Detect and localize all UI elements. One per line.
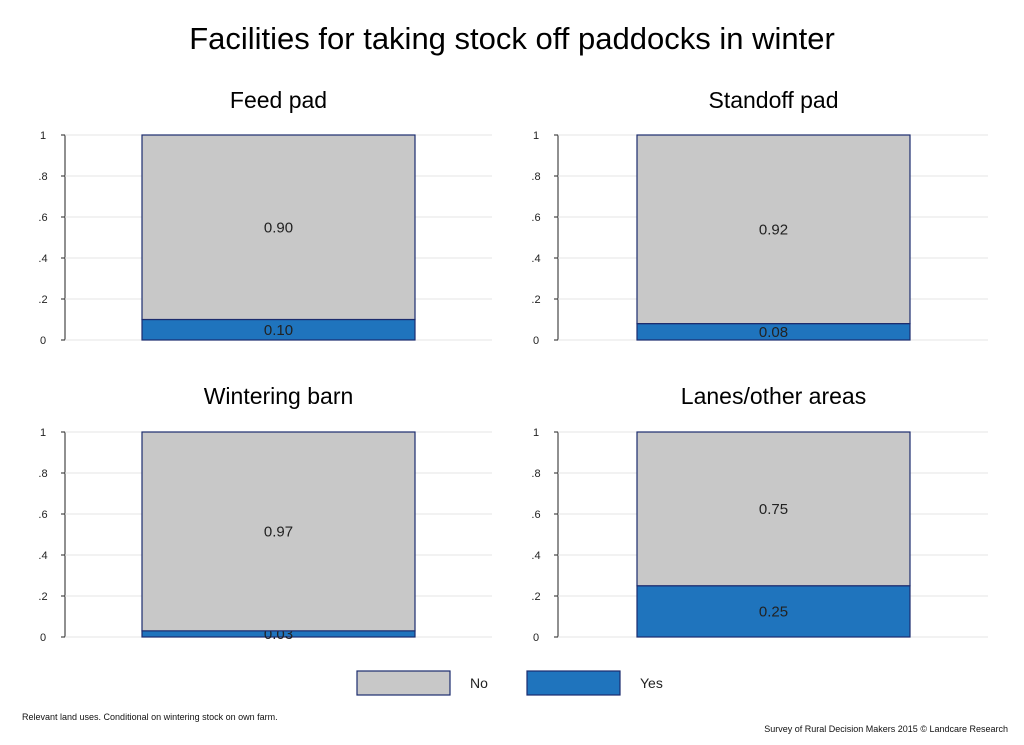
note-right: Survey of Rural Decision Makers 2015 © L…: [764, 724, 1008, 734]
bar-segment-no: [636, 134, 911, 325]
y-tick-label: 1: [533, 427, 539, 439]
bar-value-label-yes: 0.10: [264, 322, 293, 339]
y-tick-label: .2: [38, 591, 47, 603]
legend: No Yes: [356, 670, 663, 696]
panels: Feed pad 0 .2 .4 .6 .8 1 0.10 0.90 Standoff pad 0.…: [38, 87, 988, 644]
y-tick-label: 0: [40, 335, 46, 347]
bar-segment-no: [141, 431, 416, 632]
y-tick-label: .6: [38, 509, 47, 521]
y-tick-label: .4: [38, 550, 47, 562]
bar-value-label-yes: 0.25: [759, 603, 788, 620]
chart-title: Facilities for taking stock off paddocks…: [189, 21, 835, 56]
panel-title: Feed pad: [230, 87, 327, 113]
y-tick-label: .2: [38, 294, 47, 306]
legend-label-yes: Yes: [640, 675, 663, 691]
panel-title: Lanes/other areas: [681, 383, 866, 409]
y-tick-label: .4: [531, 253, 540, 265]
bar-segment-no: [636, 431, 911, 587]
y-tick-label: .6: [531, 212, 540, 224]
y-tick-label: 1: [40, 427, 46, 439]
y-tick-label: 0: [533, 632, 539, 644]
y-tick-label: .4: [531, 550, 540, 562]
y-tick-label: .4: [38, 253, 47, 265]
bar-value-label-no: 0.90: [264, 219, 293, 236]
legend-swatch-yes: [526, 670, 621, 696]
bar-value-label-no: 0.75: [759, 501, 788, 518]
y-tick-label: .8: [38, 171, 47, 183]
panel-title: Standoff pad: [708, 87, 838, 113]
y-tick-label: .6: [531, 509, 540, 521]
bar-value-label-yes: 0.08: [759, 324, 788, 341]
y-tick-label: .6: [38, 212, 47, 224]
y-tick-label: .8: [531, 171, 540, 183]
bar-segment-no: [141, 134, 416, 321]
panel-standoff-pad: Standoff pad 0 .2 .4 .6 .8 1 0.08 0.92: [531, 87, 988, 347]
bar-segment-yes: [636, 585, 911, 638]
panel-lanes-other-areas: Lanes/other areas 0 .2 .4 .6 .8 1 0.25 0.75: [531, 383, 988, 644]
y-tick-label: 1: [533, 130, 539, 142]
y-tick-label: .2: [531, 591, 540, 603]
legend-swatch-no: [356, 670, 451, 696]
y-tick-label: 0: [533, 335, 539, 347]
panel-title: Wintering barn: [204, 383, 354, 409]
y-tick-label: 1: [40, 130, 46, 142]
legend-label-no: No: [470, 675, 488, 691]
y-tick-label: .2: [531, 294, 540, 306]
y-tick-label: 0: [40, 632, 46, 644]
y-tick-label: .8: [38, 468, 47, 480]
bar-value-label-no: 0.92: [759, 221, 788, 238]
bar-value-label-no: 0.97: [264, 523, 293, 540]
y-tick-label: .8: [531, 468, 540, 480]
panel-feed-pad: Feed pad 0 .2 .4 .6 .8 1 0.10 0.90: [38, 87, 492, 347]
note-left: Relevant land uses. Conditional on winte…: [22, 712, 278, 722]
